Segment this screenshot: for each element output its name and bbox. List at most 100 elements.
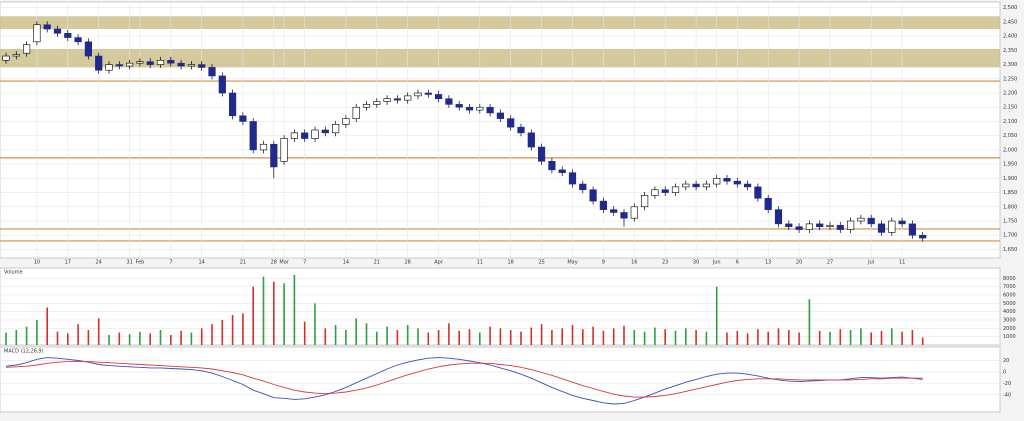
volume-bar [736,330,739,345]
candle-body [816,223,824,228]
y-tick-label: 6000 [1003,293,1016,299]
y-tick-label: 1000 [1003,334,1016,340]
candle-body [857,217,865,222]
volume-bar [448,323,450,345]
volume-bar [293,275,296,345]
candle-body [908,223,916,236]
x-tick-label: 24 [96,260,102,266]
x-tick-label: 30 [693,260,699,266]
candle-body [548,160,556,171]
candle-body [12,54,20,57]
candle-body [126,62,134,67]
candle-body [527,132,535,148]
x-tick-label: 11 [477,260,483,266]
candle-body [167,60,175,64]
candle-body [434,94,443,100]
candle-body [579,183,587,191]
x-tick-label: 31 [126,260,132,266]
volume-bar [252,286,254,345]
volume-bar [715,286,718,345]
x-tick-label: 25 [538,260,544,266]
candle-body [599,200,607,210]
candle-body [290,132,299,139]
candle-body [218,75,226,94]
x-tick-label: 10 [34,260,40,266]
zone [0,16,1000,30]
x-tick-label: 23 [662,260,668,266]
volume-bar [5,332,7,345]
x-tick-label: 28 [405,260,411,266]
candle-body [280,138,288,162]
volume-bar [489,326,491,345]
candle-body [187,64,196,67]
volume-bar [612,328,615,345]
candle-body [537,146,546,162]
candle-body [156,60,165,65]
candle-body [404,95,412,101]
volume-bar [314,303,316,345]
macd-line [5,361,923,398]
x-tick-label: 13 [765,260,771,266]
x-tick-label: 14 [199,260,205,266]
volume-bar [592,326,594,345]
x-tick-label: 11 [899,260,905,266]
candle-body [2,55,10,61]
volume-bar [798,332,800,345]
y-tick-label: 1,650 [1003,247,1017,253]
candle-body [682,183,690,188]
volume-bar [757,329,759,345]
candle-body [836,224,844,230]
volume-bar [633,330,636,345]
volume-bar [571,325,574,345]
y-tick-label: 7000 [1003,284,1016,290]
volume-bar [242,313,244,345]
volume-bar [808,299,811,345]
volume-bar [540,324,543,345]
volume-bar [221,320,224,345]
volume-bar [355,318,357,345]
volume-bar [695,330,697,345]
volume-bar [746,333,749,345]
candle-body [177,62,185,67]
x-tick-label: 6 [736,260,739,266]
candle-body [33,24,41,43]
x-tick-label: Apr [434,260,444,266]
volume-bar [767,331,769,345]
volume-bar [396,330,399,345]
y-tick-label: 1,750 [1003,219,1017,225]
candle-body [301,132,309,139]
candle-body [136,61,144,64]
zone [0,48,1000,68]
volume-bar [860,328,862,345]
candle-body [53,28,62,34]
x-tick-label: 28 [271,260,277,266]
volume-bar [458,330,460,345]
candle-body [249,121,257,151]
volume-bar [108,335,110,345]
candle-body [743,183,752,188]
y-tick-label: 8000 [1003,276,1016,282]
volume-bar [159,330,162,345]
y-tick-label: 2,100 [1003,119,1017,125]
volume-bar [345,330,347,345]
candle-body [208,67,216,77]
y-tick-label: 2,350 [1003,48,1017,54]
x-tick-label: 21 [240,260,246,266]
candle-body [568,172,577,185]
y-tick-label: 5000 [1003,301,1016,307]
x-tick-label: Jun [712,260,721,266]
candle-body [888,220,896,233]
candle-body [620,212,628,219]
candle-body [321,129,329,134]
volume-bar [46,307,48,345]
macd-title: MACD (12,26,9) [4,349,44,355]
candle-body [640,195,649,208]
y-tick-label: 4000 [1003,309,1016,315]
volume-bar [303,321,306,345]
volume-bar [77,324,79,345]
volume-bar [15,330,18,345]
y-tick-label: 1,850 [1003,190,1017,196]
volume-bar [479,332,481,345]
